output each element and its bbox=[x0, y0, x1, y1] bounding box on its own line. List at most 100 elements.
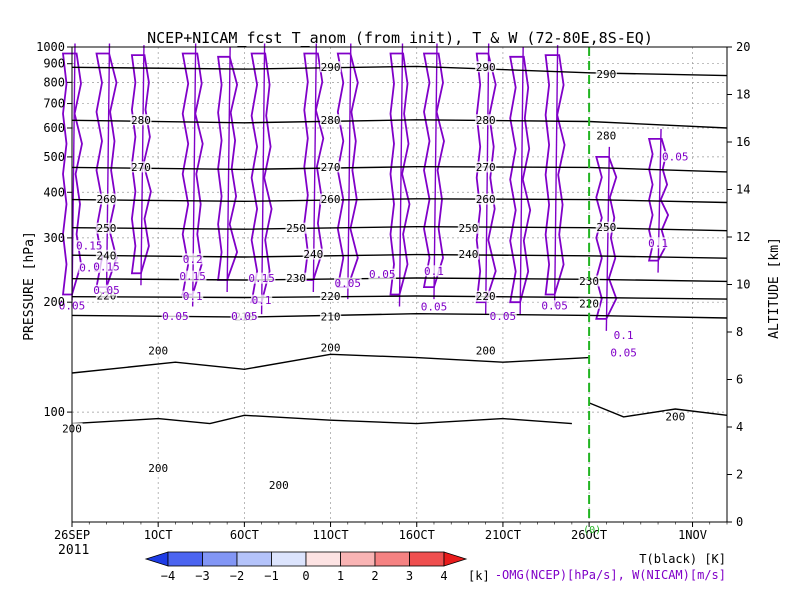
contour-label-bg bbox=[475, 61, 497, 73]
contour-label-bg bbox=[95, 222, 118, 234]
contour-label-bg bbox=[423, 265, 445, 277]
temperature-contour-label: 200 bbox=[148, 462, 168, 475]
contour-label-bg bbox=[457, 248, 480, 260]
colorbar: −4 −3 −2 −1 0 1 2 3 4 bbox=[144, 551, 468, 583]
temperature-contour-label: 270 bbox=[476, 161, 496, 174]
contour-label-bg bbox=[595, 130, 617, 142]
temperature-contour-label: 290 bbox=[596, 68, 616, 81]
contour-label-bg bbox=[319, 341, 342, 353]
colorbar-tick-label: −1 bbox=[264, 569, 278, 583]
omega-contour bbox=[217, 55, 239, 281]
legend-temperature: T(black) [K] bbox=[639, 552, 726, 566]
time-tick-label: 11OCT bbox=[312, 528, 348, 542]
colorbar-end-low bbox=[144, 551, 169, 567]
contour-label-bg bbox=[595, 221, 617, 233]
omega-contour bbox=[544, 54, 566, 296]
temperature-contour-label: 290 bbox=[476, 61, 496, 74]
colorbar-segment bbox=[167, 551, 203, 567]
contour-label-bg bbox=[92, 284, 121, 296]
time-tick-label: 1OCT bbox=[144, 528, 173, 542]
omega-contour bbox=[509, 55, 532, 304]
contour-label-bg bbox=[251, 294, 273, 306]
colorbar-tick-label: 4 bbox=[440, 569, 447, 583]
temperature-contour-label: 200 bbox=[665, 410, 685, 423]
temperature-contour bbox=[71, 198, 728, 204]
omega-contour-label: 0.05 bbox=[162, 310, 189, 323]
temperature-contour-label: 220 bbox=[321, 290, 341, 303]
y-axis-pressure: 100 200 300 400 500 600 700 800 900 1000 bbox=[36, 40, 72, 419]
time-tick-label: 16OCT bbox=[399, 528, 435, 542]
contour-label-bg bbox=[475, 161, 497, 173]
y-axis-altitude: 0 2 4 6 8 10 12 14 16 18 20 bbox=[727, 40, 750, 529]
contour-label-bg bbox=[475, 345, 497, 357]
omega-contour-label: 0.15 bbox=[76, 240, 103, 253]
omega-contour-inner bbox=[347, 43, 352, 300]
contour-label-bg bbox=[333, 277, 362, 289]
contour-label-bg bbox=[302, 248, 324, 260]
time-tick-label: 6OCT bbox=[230, 528, 259, 542]
temperature-contour-label: 250 bbox=[459, 222, 479, 235]
y-axis-pressure-label: PRESSURE [hPa] bbox=[22, 231, 37, 341]
temperature-contour-label: 200 bbox=[148, 345, 168, 358]
colorbar-end-high bbox=[443, 551, 468, 567]
omega-contour-inner bbox=[433, 43, 438, 300]
contour-label-bg bbox=[95, 193, 118, 205]
temperature-contour-label: 210 bbox=[321, 311, 341, 324]
contour-label-bg bbox=[147, 345, 169, 357]
temperature-contour-label: 220 bbox=[476, 290, 496, 303]
legend: T(black) [K] -OMG(NCEP)[hPa/s], W(NICAM)… bbox=[495, 552, 726, 582]
pressure-tick-label: 600 bbox=[43, 121, 65, 135]
contour-label-bg bbox=[268, 479, 290, 491]
temperature-contour-label: 260 bbox=[321, 193, 341, 206]
colorbar-segment bbox=[340, 551, 376, 567]
temperature-contour-label: 260 bbox=[97, 193, 117, 206]
contour-label-bg bbox=[647, 237, 669, 249]
colorbar-unit: [k] bbox=[468, 569, 490, 583]
omega-contour bbox=[475, 52, 497, 304]
contour-label-bg bbox=[319, 193, 342, 205]
contour-label-bg bbox=[285, 222, 307, 234]
chart-title: NCEP+NICAM_fcst T_anom (from init), T & … bbox=[147, 29, 653, 47]
colorbar-tick-label: 1 bbox=[337, 569, 344, 583]
contour-label-bg bbox=[489, 310, 517, 322]
omega-contour-inner bbox=[398, 43, 404, 307]
contour-label-bg bbox=[595, 68, 617, 80]
colorbar-segment bbox=[305, 551, 341, 567]
temperature-contour-label: 290 bbox=[321, 61, 341, 74]
x-axis-year-label: 2011 bbox=[58, 543, 89, 558]
contour-label-bg bbox=[319, 114, 342, 126]
temperature-contour-label: 280 bbox=[131, 114, 151, 127]
omega-contours bbox=[61, 43, 670, 331]
temperature-contour-label: 250 bbox=[286, 222, 306, 235]
omega-contour bbox=[250, 52, 273, 304]
colorbar-segment bbox=[202, 551, 238, 567]
pressure-tick-label: 100 bbox=[43, 405, 65, 419]
temperature-contour bbox=[71, 65, 728, 77]
temperature-contour-label: 240 bbox=[97, 249, 117, 262]
omega-contour-label: 0.05 bbox=[231, 310, 258, 323]
colorbar-tick-label: −3 bbox=[195, 569, 209, 583]
time-tick-label: 26OCT bbox=[571, 528, 607, 542]
altitude-tick-label: 2 bbox=[736, 468, 743, 482]
temperature-contour-label: 260 bbox=[476, 193, 496, 206]
temperature-contour bbox=[71, 225, 728, 232]
temperature-contour bbox=[71, 119, 728, 129]
plot-area: 2002002002002002002002102102202202202202… bbox=[58, 43, 728, 523]
altitude-tick-label: 20 bbox=[736, 40, 750, 54]
contour-label-bg bbox=[319, 290, 342, 302]
contour-label-bg bbox=[182, 290, 204, 302]
pressure-tick-label: 1000 bbox=[36, 40, 65, 54]
forecast-init-label: (0) bbox=[583, 525, 601, 536]
temperature-contour-label: 240 bbox=[459, 248, 479, 261]
omega-contour-inner bbox=[553, 45, 559, 307]
omega-contour-label: 0.1 bbox=[183, 290, 203, 303]
altitude-tick-label: 6 bbox=[736, 373, 743, 387]
contour-label-bg bbox=[475, 290, 497, 302]
altitude-tick-label: 10 bbox=[736, 278, 750, 292]
contour-label-bg bbox=[457, 222, 480, 234]
contour-label-bg bbox=[368, 268, 397, 280]
temperature-contour-label: 280 bbox=[476, 114, 496, 127]
altitude-tick-label: 16 bbox=[736, 135, 750, 149]
omega-contour-inner bbox=[484, 43, 490, 315]
temperature-contour-label: 200 bbox=[476, 345, 496, 358]
